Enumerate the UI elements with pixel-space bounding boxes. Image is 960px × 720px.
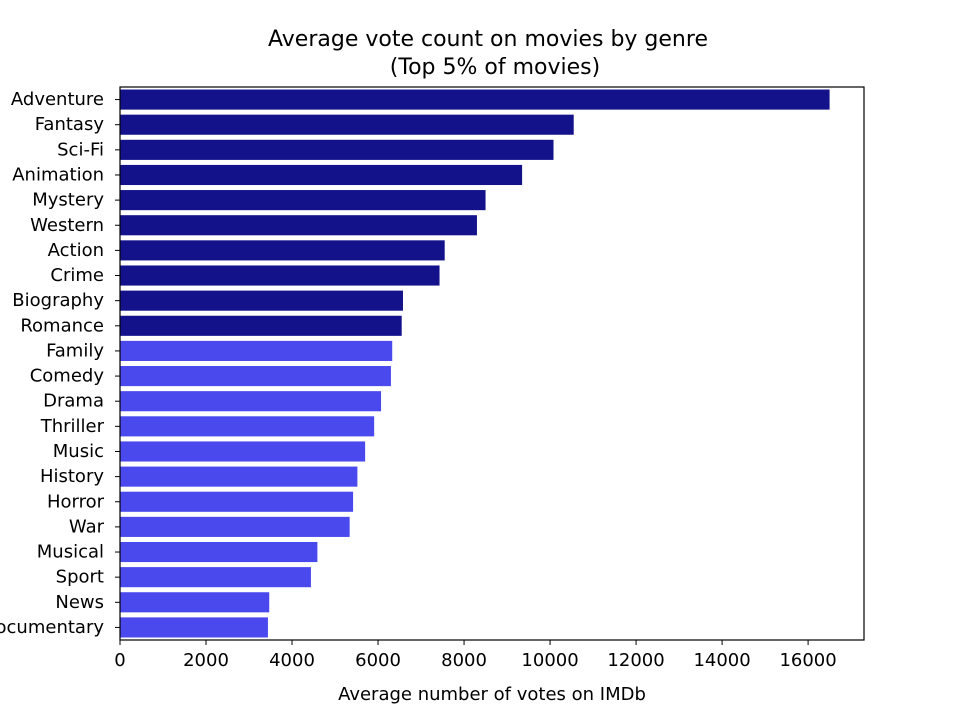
chart-subtitle: (Top 5% of movies): [390, 55, 600, 80]
y-tick-label: Adventure: [11, 89, 104, 110]
bar-thriller: [120, 416, 375, 437]
plot-frame: [119, 86, 865, 641]
y-tick-label: History: [40, 466, 104, 487]
bar-horror: [120, 491, 354, 512]
y-tick-label: Sport: [56, 567, 104, 588]
y-tick-label: Family: [46, 340, 104, 361]
x-axis-label: Average number of votes on IMDb: [338, 684, 646, 705]
y-tick-label: War: [69, 516, 105, 537]
y-tick-label: Comedy: [30, 366, 105, 387]
x-tick-label: 8000: [441, 650, 487, 671]
y-tick-label: Action: [48, 240, 104, 261]
y-tick-label: Thriller: [40, 416, 105, 437]
bar-adventure: [120, 89, 830, 110]
y-tick-label: News: [55, 592, 104, 613]
y-tick-label: Documentary: [0, 617, 104, 638]
x-tick-label: 2000: [183, 650, 229, 671]
y-tick-label: Mystery: [32, 190, 104, 211]
y-tick-label: Romance: [20, 315, 104, 336]
bar-documentary: [120, 617, 268, 638]
bar-war: [120, 516, 350, 537]
x-tick-label: 0: [114, 650, 125, 671]
y-tick-label: Music: [53, 441, 104, 462]
y-tick-label: Horror: [47, 491, 105, 512]
chart-title: Average vote count on movies by genre: [268, 27, 708, 52]
bar-drama: [120, 391, 382, 412]
bar-action: [120, 240, 445, 261]
x-tick-label: 14000: [693, 650, 750, 671]
y-tick-label: Crime: [50, 265, 104, 286]
bar-mystery: [120, 190, 486, 211]
bar-family: [120, 340, 393, 361]
bar-sport: [120, 567, 311, 588]
bar-news: [120, 592, 270, 613]
bar-animation: [120, 164, 523, 186]
x-tick-label: 16000: [779, 650, 836, 671]
x-tick-label: 12000: [607, 650, 664, 671]
bar-biography: [120, 290, 403, 311]
bar-fantasy: [120, 114, 574, 135]
y-tick-label: Fantasy: [35, 114, 105, 135]
x-tick-label: 6000: [355, 650, 401, 671]
y-tick-label: Biography: [12, 290, 104, 311]
bar-western: [120, 215, 477, 236]
x-axis-ticks: 0 2000 4000 6000 8000 10000 12000 14000 16000: [114, 640, 837, 671]
bar-crime: [120, 265, 440, 286]
bar-comedy: [120, 366, 391, 387]
y-tick-label: Western: [30, 215, 104, 236]
bar-music: [120, 441, 366, 462]
y-tick-label: Musical: [37, 542, 104, 563]
bar-musical: [120, 541, 318, 563]
bar-romance: [120, 315, 402, 336]
x-tick-label: 10000: [521, 650, 578, 671]
y-tick-label: Drama: [43, 391, 104, 412]
y-tick-label: Animation: [12, 164, 104, 185]
y-axis-ticks: Adventure Fantasy Sci-Fi Animation Mystery We…: [0, 89, 120, 638]
bar-sci-fi: [120, 139, 554, 160]
bar-history: [120, 466, 358, 487]
y-tick-label: Sci-Fi: [57, 139, 104, 160]
bars-group: [120, 89, 830, 638]
x-tick-label: 4000: [269, 650, 315, 671]
